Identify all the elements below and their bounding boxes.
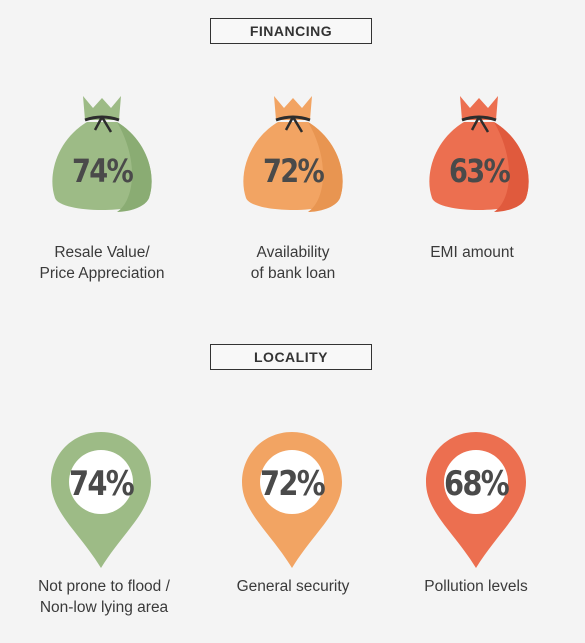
- pin-shape: [242, 432, 342, 568]
- label-line: General security: [236, 578, 350, 595]
- financing-label-3: EMI amount: [382, 242, 562, 263]
- money-bag-shape: [52, 96, 152, 212]
- locality-label-2: General security: [203, 576, 383, 597]
- money-bag-shape: [429, 96, 529, 212]
- section-title-locality: LOCALITY: [210, 344, 372, 370]
- label-line: Price Appreciation: [39, 265, 165, 282]
- label-line: EMI amount: [430, 244, 514, 261]
- locality-value-2: 72%: [259, 464, 326, 504]
- label-line: Resale Value/: [54, 244, 150, 261]
- financing-label-2: Availability of bank loan: [203, 242, 383, 284]
- label-line: of bank loan: [250, 265, 336, 282]
- pin-shape: [51, 432, 151, 568]
- section-title-financing: FINANCING: [210, 18, 372, 44]
- financing-value-2: 72%: [262, 152, 325, 190]
- money-bag-icon: 72%: [238, 90, 348, 220]
- locality-label-3: Pollution levels: [386, 576, 566, 597]
- money-bag-icon: 74%: [47, 90, 157, 220]
- label-line: Not prone to flood /: [38, 578, 170, 595]
- financing-value-3: 63%: [448, 152, 511, 190]
- location-pin-icon: 72%: [242, 432, 342, 572]
- locality-value-1: 74%: [68, 464, 135, 504]
- label-line: Pollution levels: [424, 578, 528, 595]
- location-pin-icon: 74%: [51, 432, 151, 572]
- financing-value-1: 74%: [71, 152, 134, 190]
- label-line: Non-low lying area: [39, 599, 169, 616]
- locality-value-3: 68%: [443, 464, 510, 504]
- money-bag-shape: [243, 96, 343, 212]
- label-line: Availability: [256, 244, 330, 261]
- pin-shape: [426, 432, 526, 568]
- financing-label-1: Resale Value/ Price Appreciation: [12, 242, 192, 284]
- money-bag-icon: 63%: [424, 90, 534, 220]
- locality-label-1: Not prone to flood / Non-low lying area: [14, 576, 194, 618]
- location-pin-icon: 68%: [426, 432, 526, 572]
